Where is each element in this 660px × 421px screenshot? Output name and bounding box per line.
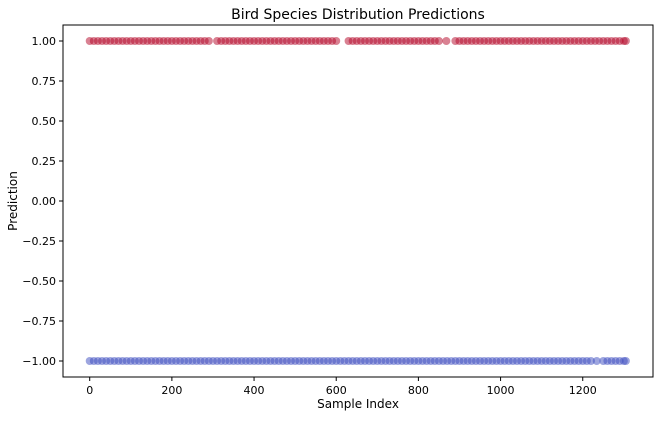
y-tick-label: 0.50 [32,115,57,128]
point-negative [586,357,595,365]
x-tick-label: 400 [244,384,265,397]
x-tick-label: 1000 [487,384,515,397]
point-positive [434,37,443,45]
x-axis: 0 200 400 600 800 1000 1200 [86,377,597,397]
y-tick-label: 0.25 [32,155,57,168]
x-axis-label: Sample Index [317,397,399,411]
y-axis-label: Prediction [6,171,20,231]
point-positive [332,37,341,45]
point-negative [592,357,601,365]
y-tick-label: 0.00 [32,195,57,208]
x-tick-label: 800 [408,384,429,397]
y-tick-label: −0.75 [22,315,56,328]
x-tick-label: 1200 [569,384,597,397]
point-positive [204,37,213,45]
y-tick-label: 0.75 [32,75,57,88]
point-positive [442,37,451,45]
y-tick-label: −0.25 [22,235,56,248]
point-positive [621,37,630,45]
chart-title: Bird Species Distribution Predictions [231,7,485,23]
y-tick-label: −1.00 [22,355,56,368]
x-tick-label: 200 [161,384,182,397]
x-tick-label: 0 [86,384,93,397]
point-negative [621,357,630,365]
y-tick-label: 1.00 [32,35,57,48]
y-axis: 1.00 0.75 0.50 0.25 0.00 −0.25 −0.50 −0.75 −1.00 [22,35,63,368]
x-tick-label: 600 [326,384,347,397]
points-layer [85,37,630,365]
y-tick-label: −0.50 [22,275,56,288]
axes-frame [62,24,654,378]
